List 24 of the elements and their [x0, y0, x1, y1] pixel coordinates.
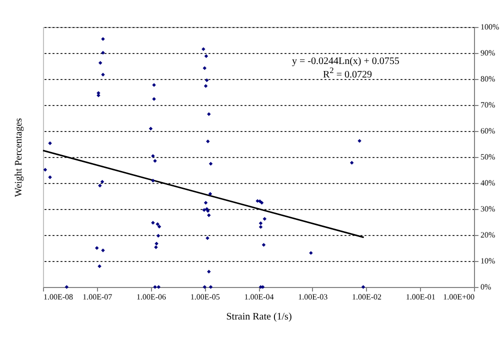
x-tick-label: 1.00E+00 — [443, 292, 474, 302]
x-axis-title: Strain Rate (1/s) — [226, 312, 292, 322]
y-axis-title: Weight Percentages — [14, 118, 24, 197]
y-tick-label: 70% — [480, 100, 496, 110]
x-tick-label: 1.00E-01 — [406, 292, 436, 302]
annotation: y = -0.0244Ln(x) + 0.0755 — [292, 56, 400, 67]
x-tick-label: 1.00E-02 — [352, 292, 382, 302]
x-tick-label: 1.00E-06 — [136, 292, 166, 302]
annotation: R$^{2}$ = 0.0729 — [323, 66, 372, 80]
y-tick-label: 60% — [480, 126, 496, 136]
x-tick-label: 1.00E-08 — [44, 292, 74, 302]
x-tick-label: 1.00E-04 — [244, 292, 274, 302]
y-tick-label: 80% — [480, 74, 496, 84]
y-tick-label: 10% — [480, 256, 496, 266]
y-tick-label: 100% — [480, 22, 500, 32]
x-tick-label: 1.00E-07 — [82, 292, 112, 302]
y-tick-label: 20% — [480, 230, 496, 240]
y-tick-label: 30% — [480, 204, 496, 214]
x-tick-label: 1.00E-05 — [190, 292, 220, 302]
y-tick-label: 50% — [480, 152, 496, 162]
y-tick-label: 0% — [480, 282, 492, 292]
x-tick-label: 1.00E-03 — [298, 292, 328, 302]
y-tick-label: 90% — [480, 48, 496, 58]
y-tick-label: 40% — [480, 178, 496, 188]
